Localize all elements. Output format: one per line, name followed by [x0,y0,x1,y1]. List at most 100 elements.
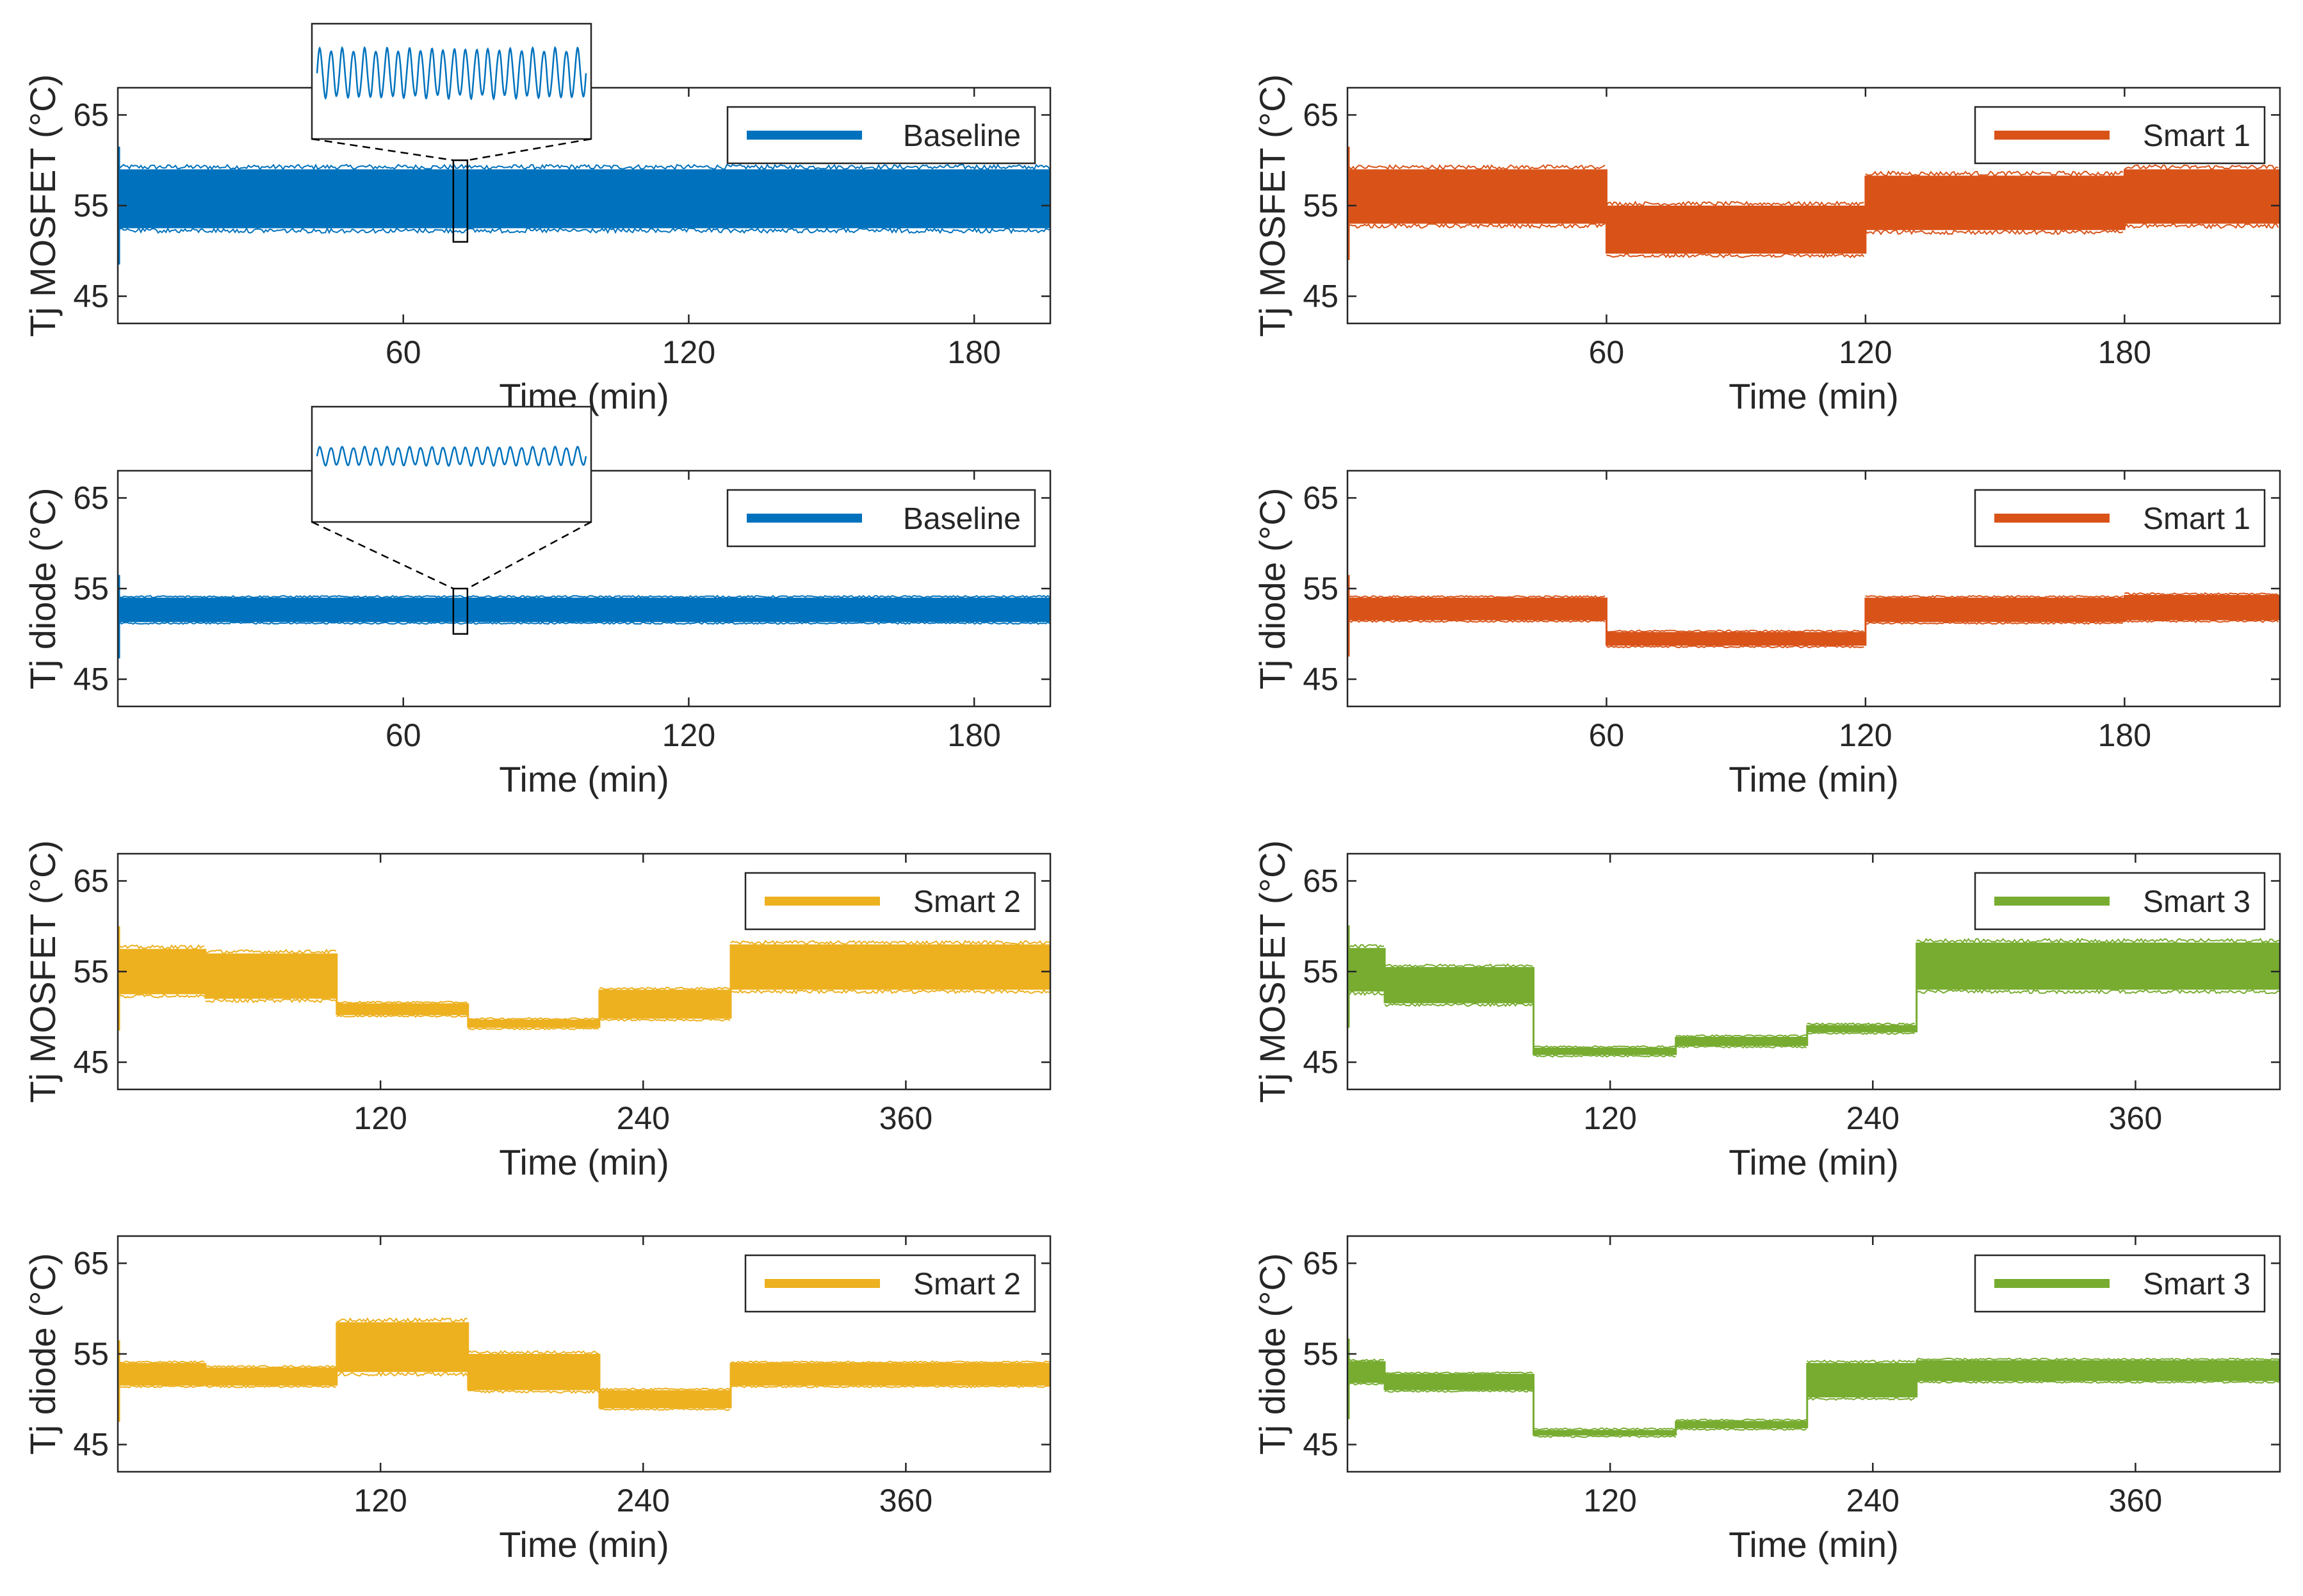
x-tick-label: 360 [2109,1100,2162,1136]
data-band-2 [1385,967,1533,1004]
noise-top [1676,1419,1807,1421]
noise-top [1917,939,2280,943]
y-tick-label: 45 [73,1427,109,1463]
chart-panel-p6: 120 240 360 45 55 65 Time (min) Tj MOSFET (°C) S… [1252,840,2280,1182]
x-tick-label: 120 [662,334,715,370]
x-tick-label: 240 [617,1100,670,1136]
data-band-4 [2124,595,2280,621]
data-band-4 [1676,1421,1807,1428]
x-tick-label: 60 [386,334,421,370]
data-band-3 [337,1004,468,1015]
y-axis-label: Tj MOSFET (°C) [22,840,63,1103]
noise-bottom [1606,254,1864,257]
data-band-1 [118,949,206,995]
data-band-4 [468,1354,599,1390]
x-tick-label: 120 [354,1483,407,1519]
y-tick-label: 45 [73,662,109,697]
data-band-5 [599,1390,731,1408]
y-axis-label: Tj diode (°C) [22,488,63,690]
chart-panel-p7: 120 240 360455565Time (min)Tj diode (°C) Sm… [22,1236,1050,1565]
noise-bottom [337,1372,468,1376]
legend-label: Baseline [903,502,1021,536]
noise-top [599,988,730,990]
x-tick-label: 360 [879,1483,932,1519]
y-tick-label: 45 [1303,1045,1339,1080]
legend-label: Smart 2 [913,885,1021,919]
data-band-4 [468,1020,599,1028]
noise-bottom [731,1386,1050,1388]
legend: Baseline [728,490,1035,546]
data-band-3 [1866,175,2124,230]
noise-top [118,945,204,949]
noise-top [1347,1360,1384,1362]
series-data [118,575,1050,658]
series-data [1347,575,2280,656]
legend-label: Smart 3 [2143,1267,2250,1301]
legend: Smart 2 [745,1255,1035,1312]
legend: Smart 3 [1975,873,2265,929]
legend: Smart 1 [1975,490,2265,546]
x-axis-label: Time (min) [1729,1142,1898,1182]
legend-label: Smart 2 [913,1267,1021,1301]
noise-bottom [1534,1055,1676,1057]
noise-top [1606,202,1864,206]
x-tick-label: 240 [1846,1100,1900,1136]
noise-bottom [118,622,1050,624]
noise-top [118,165,1050,169]
data-band-3 [1866,598,2124,622]
noise-bottom [468,1390,599,1394]
noise-top [468,1018,599,1020]
x-tick-label: 120 [662,717,715,753]
data-band-6 [731,1363,1050,1385]
noise-bottom [118,995,204,998]
legend-label: Smart 3 [2143,885,2250,919]
noise-top [1866,172,2123,176]
y-axis-label: Tj diode (°C) [1252,488,1292,690]
noise-bottom [1917,989,2280,993]
series-data [1347,1339,2280,1437]
zoom-inset [312,407,591,522]
x-axis-label: Time (min) [1729,759,1898,799]
y-tick-label: 45 [1303,1427,1339,1463]
x-tick-label: 60 [386,717,421,753]
x-tick-label: 120 [1583,1100,1636,1136]
noise-top [337,1318,468,1322]
x-tick-label: 360 [2109,1483,2162,1519]
y-tick-label: 55 [73,188,109,224]
data-band-1 [118,169,1050,228]
y-tick-label: 65 [73,1245,109,1281]
chart-panel-p3: 60 120 180455565Time (min)Tj diode (°C) Bas… [22,407,1050,799]
x-tick-label: 180 [2098,334,2151,370]
series-data [118,147,1050,265]
chart-panel-p5: 120 240 360455565Time (min)Tj MOSFET (°C) S… [22,840,1050,1182]
noise-bottom [1807,1397,1915,1400]
x-tick-label: 360 [879,1100,932,1136]
noise-bottom [206,999,336,1003]
x-axis-label: Time (min) [499,1524,669,1565]
y-tick-label: 45 [1303,279,1339,314]
noise-top [1534,1046,1676,1048]
noise-top [2124,593,2278,595]
legend: Smart 3 [1975,1255,2265,1312]
y-axis-label: Tj MOSFET (°C) [22,74,63,337]
zoom-connector-right [468,522,591,589]
legend-label: Smart 1 [2143,119,2250,153]
x-tick-label: 120 [354,1100,407,1136]
data-band-1 [118,598,1050,622]
noise-bottom [337,1015,468,1017]
y-tick-label: 55 [1303,1336,1339,1372]
noise-top [1807,1023,1915,1025]
noise-bottom [1347,991,1384,995]
y-axis-label: Tj diode (°C) [1252,1253,1292,1455]
data-band-1 [1347,1361,1385,1383]
x-tick-label: 240 [617,1483,670,1519]
noise-bottom [118,228,1050,232]
figure: 60 120 180 45 55 65 Time (min) Tj MOSFET (°C) Ba… [0,0,2303,1596]
data-band-2 [1385,1374,1533,1390]
noise-bottom [1385,1004,1533,1007]
noise-top [1385,1372,1533,1374]
noise-top [599,1388,730,1390]
noise-top [1866,596,2123,598]
y-tick-label: 45 [73,1045,109,1080]
y-tick-label: 65 [1303,480,1339,516]
